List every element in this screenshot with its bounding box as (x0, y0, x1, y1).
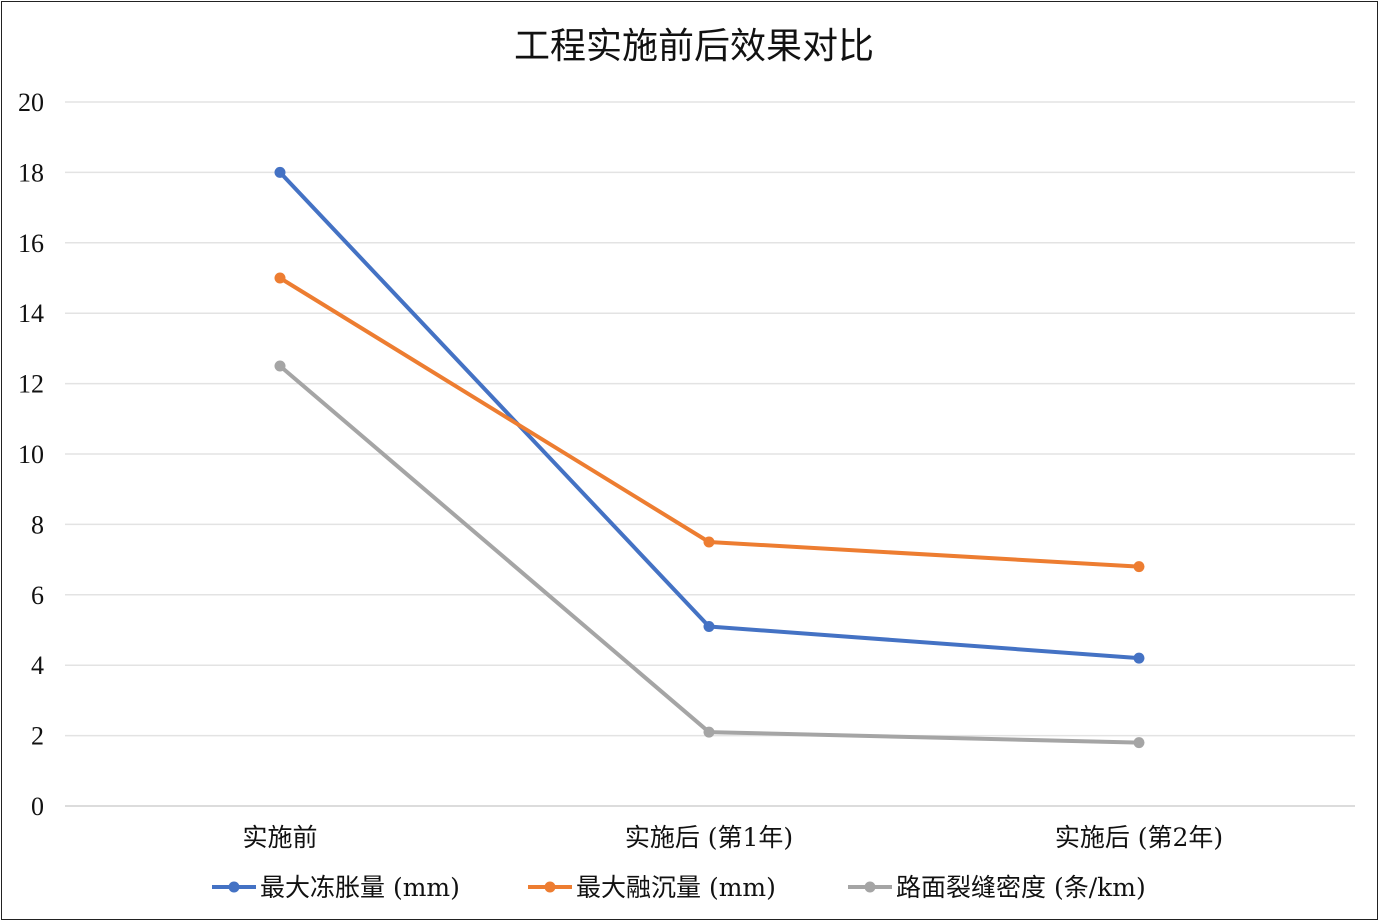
series-line (278, 170, 1141, 661)
data-point (703, 536, 715, 548)
grid-lines (65, 101, 1355, 807)
y-tick-label: 14 (18, 299, 44, 328)
y-axis-ticks: 0 2 4 6 8 10 12 14 16 18 20 (18, 88, 44, 821)
y-tick-label: 16 (18, 229, 44, 258)
y-tick-label: 2 (31, 722, 44, 751)
series-line (278, 364, 1141, 745)
series-1 (274, 166, 1145, 664)
series-3 (274, 360, 1145, 749)
y-tick-label: 20 (18, 88, 44, 117)
data-point (1133, 737, 1145, 749)
chart-title: 工程实施前后效果对比 (514, 26, 874, 67)
legend-label: 最大冻胀量 (mm) (260, 873, 460, 902)
legend-swatch-marker (228, 881, 240, 893)
y-tick-label: 0 (31, 792, 44, 821)
legend: 最大冻胀量 (mm) 最大融沉量 (mm) 路面裂缝密度 (条/km) (212, 873, 1146, 902)
data-point (1133, 652, 1145, 664)
legend-label: 路面裂缝密度 (条/km) (896, 873, 1146, 902)
y-tick-label: 10 (18, 440, 44, 469)
legend-swatch-marker (544, 881, 556, 893)
legend-item: 路面裂缝密度 (条/km) (848, 873, 1146, 902)
series-2 (274, 272, 1145, 573)
legend-item: 最大融沉量 (mm) (528, 873, 776, 902)
data-point (274, 166, 286, 178)
series-lines (274, 166, 1145, 749)
data-point (703, 726, 715, 738)
x-axis-categories: 实施前 实施后 (第1年) 实施后 (第2年) (242, 823, 1223, 852)
data-point (274, 360, 286, 372)
y-tick-label: 12 (18, 370, 44, 399)
y-tick-label: 8 (31, 510, 44, 539)
x-category-label: 实施后 (第2年) (1055, 823, 1223, 852)
data-point (703, 620, 715, 632)
y-tick-label: 18 (18, 158, 44, 187)
x-category-label: 实施后 (第1年) (625, 823, 793, 852)
x-category-label: 实施前 (242, 823, 317, 852)
legend-label: 最大融沉量 (mm) (576, 873, 776, 902)
legend-item: 最大冻胀量 (mm) (212, 873, 460, 902)
data-point (274, 272, 286, 284)
legend-swatch-marker (864, 881, 876, 893)
series-line (278, 276, 1141, 569)
y-tick-label: 6 (31, 581, 44, 610)
y-tick-label: 4 (31, 651, 44, 680)
data-point (1133, 561, 1145, 573)
